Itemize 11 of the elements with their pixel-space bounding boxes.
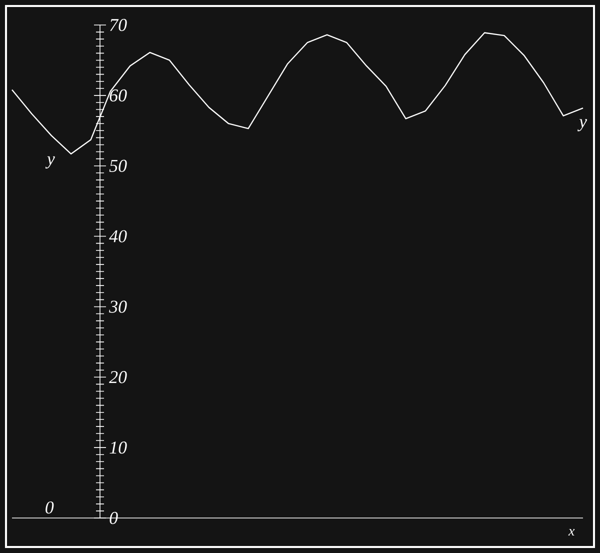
y-tick-label: 10 bbox=[110, 441, 127, 454]
y-tick-label: 40 bbox=[109, 230, 127, 242]
annotation: y bbox=[578, 119, 588, 132]
annotation: y bbox=[45, 156, 55, 169]
y-tick-label: 50 bbox=[109, 160, 127, 172]
y-tick-label: 60 bbox=[110, 89, 127, 102]
y-tick-label: 30 bbox=[109, 300, 127, 313]
y-tick-label: 70 bbox=[110, 18, 127, 32]
x-axis-title: x bbox=[568, 529, 575, 536]
annotation: 0 bbox=[46, 501, 54, 514]
y-tick-label: 20 bbox=[109, 371, 127, 384]
